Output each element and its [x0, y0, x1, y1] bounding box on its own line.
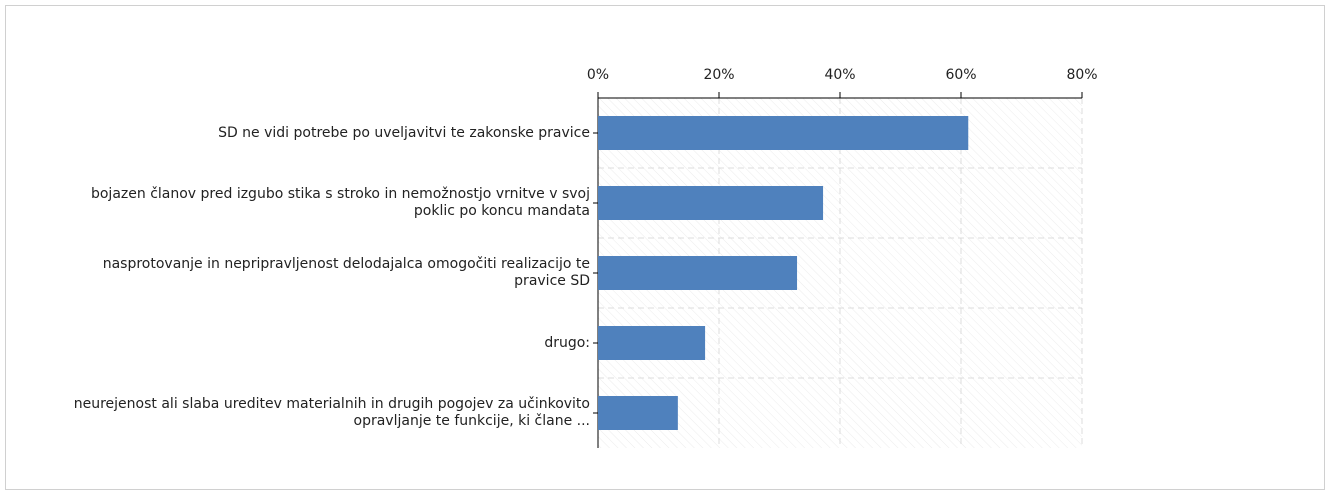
x-tick-label: 40%	[824, 67, 855, 83]
x-tick-label: 0%	[587, 67, 609, 83]
bar	[598, 326, 706, 360]
category-label: SD ne vidi potrebe po uveljavitvi te zak…	[218, 124, 590, 141]
x-tick-label: 20%	[703, 67, 734, 83]
category-label: bojazen članov pred izgubo stika s strok…	[90, 186, 590, 219]
bar	[598, 256, 798, 290]
bar	[598, 396, 678, 430]
category-label: neurejenost ali slaba ureditev materialn…	[73, 396, 590, 429]
x-tick-label: 80%	[1066, 67, 1097, 83]
category-label: drugo:	[544, 334, 590, 351]
bar	[598, 116, 969, 150]
category-label: nasprotovanje in nepripravljenost deloda…	[102, 256, 590, 289]
bar	[598, 186, 824, 220]
x-tick-label: 60%	[945, 67, 976, 83]
